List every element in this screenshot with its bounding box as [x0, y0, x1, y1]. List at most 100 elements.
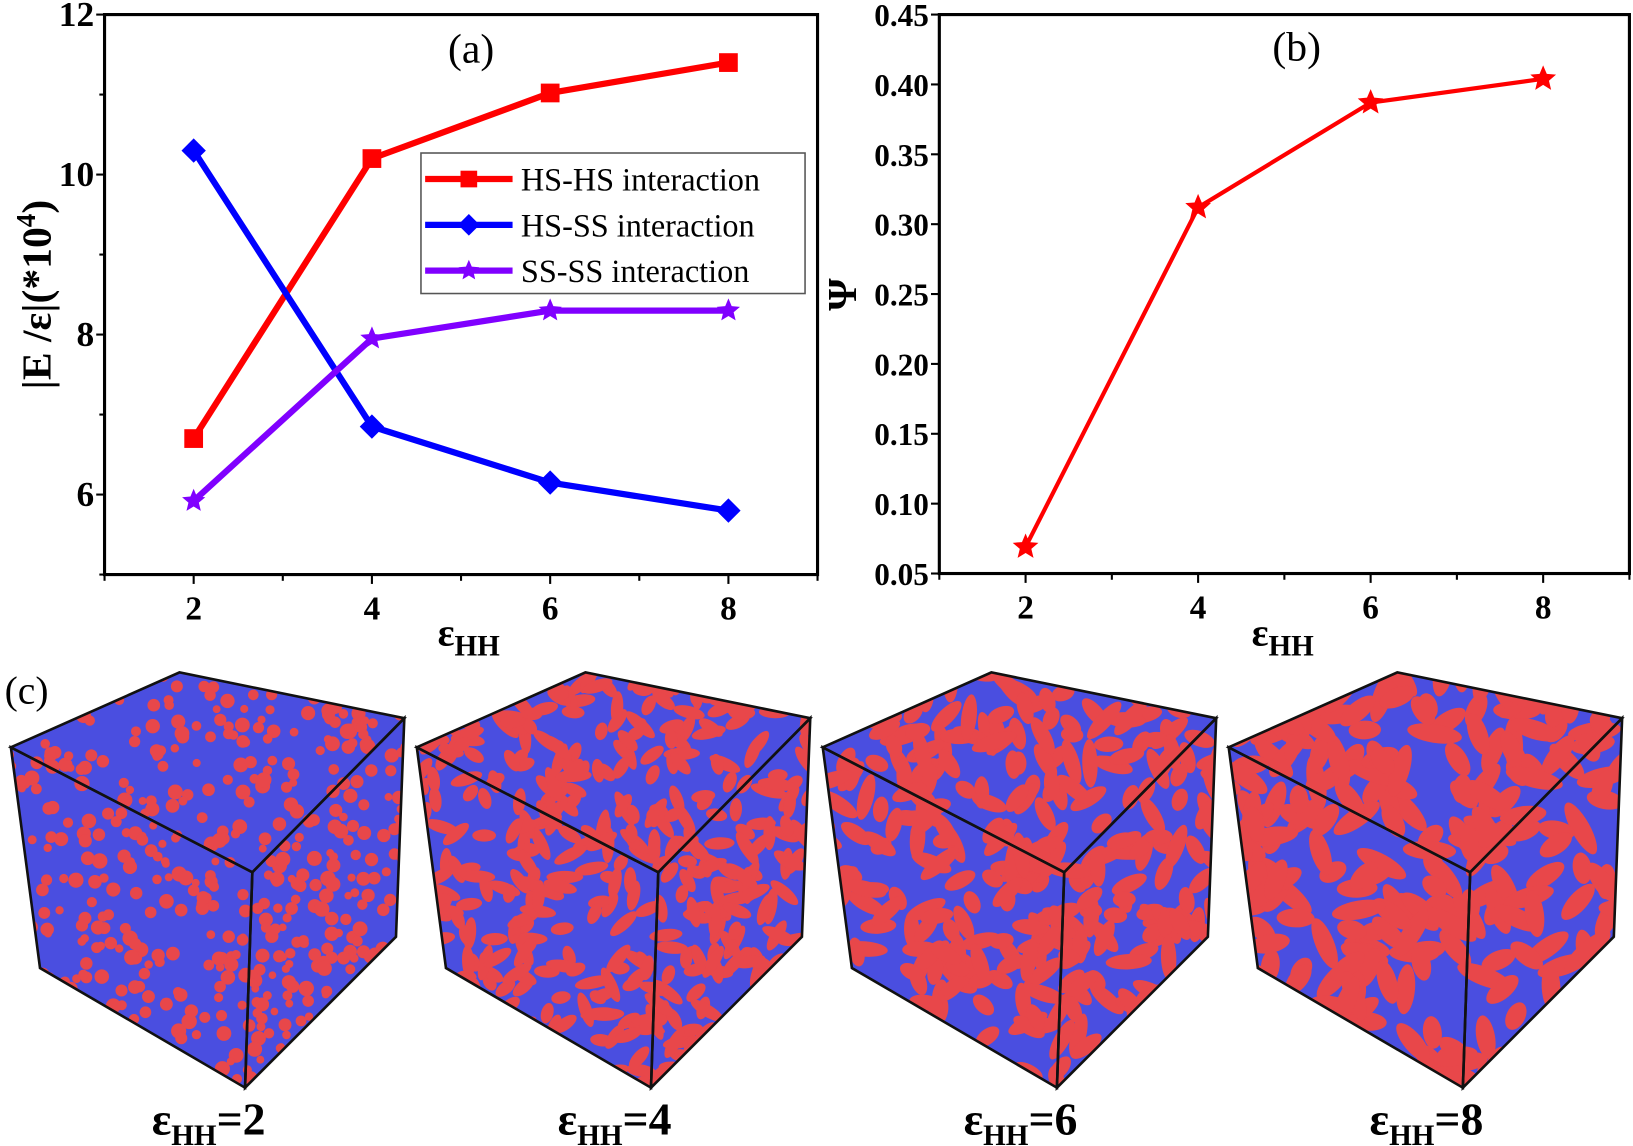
red-domain	[909, 1065, 927, 1088]
red-domain	[265, 705, 275, 715]
red-domain	[1192, 1070, 1217, 1088]
red-domain	[365, 986, 376, 996]
red-domain	[145, 795, 157, 807]
red-domain	[1231, 1079, 1275, 1088]
red-domain	[1012, 832, 1030, 879]
red-domain	[1194, 984, 1217, 1001]
red-domain	[822, 900, 838, 931]
red-domain	[45, 831, 58, 843]
red-domain	[1228, 1021, 1245, 1054]
red-domain	[195, 901, 210, 915]
red-domain	[289, 727, 299, 737]
red-domain	[326, 849, 335, 857]
red-domain	[86, 672, 102, 677]
red-domain	[385, 703, 396, 713]
red-domain	[35, 1049, 50, 1064]
red-domain	[1396, 964, 1416, 1015]
red-domain	[498, 1019, 521, 1037]
red-domain	[306, 850, 322, 866]
red-domain	[416, 901, 428, 926]
red-domain	[1260, 1056, 1312, 1077]
label-subscript: HH	[171, 1120, 217, 1146]
red-domain	[1076, 886, 1103, 910]
red-domain	[343, 788, 358, 803]
red-domain	[424, 819, 459, 835]
red-domain	[699, 1086, 729, 1088]
red-domain	[942, 919, 960, 942]
red-domain	[963, 891, 981, 914]
red-domain	[416, 1040, 429, 1061]
red-domain	[325, 911, 339, 926]
red-domain	[36, 883, 49, 897]
red-domain	[614, 1027, 643, 1044]
red-domain	[379, 974, 393, 987]
red-domain	[749, 1068, 777, 1082]
red-domain	[384, 1030, 394, 1040]
red-domain	[1228, 762, 1268, 795]
red-domain	[476, 1059, 496, 1074]
red-domain	[350, 1055, 361, 1066]
red-domain	[628, 1046, 650, 1069]
red-domain	[357, 899, 368, 910]
red-domain	[80, 688, 94, 702]
red-domain	[94, 969, 110, 984]
red-domain	[895, 1007, 912, 1053]
red-domain	[432, 1032, 469, 1047]
red-domain	[844, 879, 887, 898]
red-domain	[348, 1008, 359, 1018]
red-domain	[1112, 891, 1136, 908]
red-domain	[1089, 848, 1106, 887]
red-domain	[1481, 843, 1509, 865]
red-domain	[1030, 717, 1055, 755]
cube-edge-face-2	[649, 714, 812, 1091]
data-point-0-2	[540, 83, 560, 103]
particle-field	[416, 672, 811, 1088]
red-domain	[18, 1042, 33, 1057]
red-domain	[244, 755, 257, 769]
red-domain	[58, 757, 73, 772]
red-domain	[157, 1046, 172, 1061]
red-domain	[450, 688, 467, 718]
red-domain	[1371, 916, 1406, 950]
red-domain	[214, 980, 226, 993]
panel-c-snapshots: εHH=2 εHH=4 εHH=6 εHH=8	[7, 671, 1625, 1146]
red-domain	[216, 1010, 228, 1022]
red-domain	[15, 987, 29, 1002]
red-domain	[282, 990, 293, 1001]
red-domain	[822, 977, 844, 1014]
red-domain	[1379, 685, 1416, 709]
red-domain	[532, 880, 545, 913]
red-domain	[353, 1026, 369, 1042]
red-domain	[1034, 797, 1056, 831]
red-domain	[337, 951, 351, 965]
red-domain	[255, 948, 270, 963]
red-domain	[464, 1039, 493, 1061]
red-domain	[191, 1029, 202, 1040]
red-domain	[532, 1040, 547, 1067]
red-domain	[1048, 1065, 1064, 1088]
red-domain	[63, 751, 74, 761]
red-domain	[822, 996, 837, 1026]
red-domain	[1201, 819, 1217, 848]
red-domain	[86, 672, 96, 678]
red-domain	[739, 1080, 770, 1088]
red-domain	[382, 960, 392, 970]
red-domain	[220, 693, 235, 709]
red-domain	[268, 971, 277, 980]
red-domain	[1249, 678, 1297, 701]
red-domain	[1564, 802, 1598, 855]
red-domain	[416, 889, 419, 924]
red-domain	[204, 870, 216, 881]
red-domain	[272, 817, 287, 831]
red-domain	[204, 1075, 214, 1085]
red-domain	[10, 1041, 21, 1055]
red-domain	[334, 689, 347, 702]
red-domain	[830, 695, 853, 712]
red-domain	[434, 991, 468, 1004]
red-domain	[271, 876, 282, 887]
red-domain	[367, 871, 381, 885]
red-domain	[10, 1048, 16, 1063]
red-domain	[836, 1076, 876, 1088]
red-domain	[1565, 1040, 1601, 1086]
red-domain	[508, 1016, 537, 1038]
